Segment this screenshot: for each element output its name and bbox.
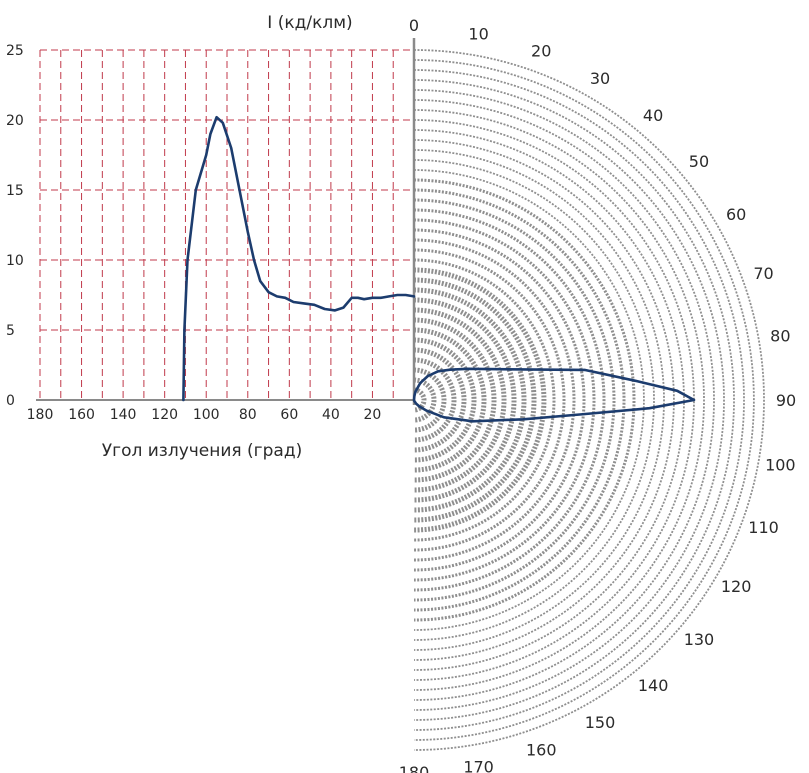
polar-ring [413, 267, 547, 533]
polar-ring [413, 59, 755, 741]
polar-ring [413, 109, 705, 691]
polar-ring [413, 129, 685, 671]
polar-ring [413, 317, 497, 483]
polar-ring [413, 367, 447, 433]
polar-ring [413, 89, 725, 711]
y-tick-label: 15 [6, 183, 24, 199]
polar-ring [413, 307, 507, 493]
x-tick-label: 160 [68, 407, 95, 423]
x-axis-title: Угол излучения (град) [102, 441, 302, 461]
polar-ring [413, 327, 487, 473]
polar-angle-label: 160 [526, 741, 557, 760]
polar-angle-label: 80 [770, 326, 790, 345]
x-tick-label: 100 [193, 407, 220, 423]
x-tick-label: 80 [239, 407, 257, 423]
y-tick-label: 25 [6, 43, 24, 59]
x-tick-label: 180 [27, 407, 54, 423]
y-axis-title: I (кд/клм) [267, 13, 352, 33]
polar-ring [413, 119, 695, 681]
polar-angle-label: 30 [590, 69, 610, 88]
polar-ring [413, 149, 665, 651]
polar-ring [413, 99, 715, 701]
polar-ring [413, 169, 645, 631]
polar-ring [413, 238, 576, 562]
polar-intensity-curve [412, 367, 696, 423]
polar-ring [413, 69, 745, 731]
polar-angle-label: 60 [726, 205, 746, 224]
polar-rings [413, 49, 765, 751]
polar-angle-label: 150 [585, 713, 616, 732]
polar-angle-label: 180 [399, 763, 430, 773]
polar-ring [413, 277, 537, 523]
x-tick-label: 20 [364, 407, 382, 423]
polar-ring [413, 178, 636, 622]
y-tick-label: 5 [6, 323, 15, 339]
polar-angle-label: 130 [684, 630, 715, 649]
polar-ring [413, 347, 467, 453]
y-tick-label: 0 [6, 393, 15, 409]
polar-ring [413, 159, 655, 641]
polar-angle-label: 120 [721, 577, 752, 596]
intensity-curve-line [182, 115, 416, 402]
polar-ring [413, 49, 765, 751]
polar-angle-label: 0 [409, 16, 419, 35]
polar-angle-label: 50 [689, 152, 709, 171]
polar-ring [413, 228, 586, 572]
polar-angle-label: 10 [468, 25, 488, 44]
grid [39, 49, 414, 400]
axes [36, 38, 416, 405]
y-tick-label: 10 [6, 253, 24, 269]
polar-angle-label: 100 [765, 456, 796, 475]
polar-angle-label: 90 [776, 391, 796, 410]
x-tick-label: 120 [151, 407, 178, 423]
x-tick-label: 40 [322, 407, 340, 423]
polar-ring [413, 258, 556, 542]
polar-ring [413, 387, 427, 413]
polar-angle-label: 170 [463, 757, 494, 773]
polar-ring [413, 297, 517, 503]
polar-ring [413, 248, 566, 552]
polar-ring [413, 287, 527, 513]
polar-angle-label: 110 [748, 518, 779, 537]
polar-angle-label: 20 [531, 41, 551, 60]
polar-angle-label: 140 [638, 676, 669, 695]
x-tick-label: 140 [110, 407, 137, 423]
tick-labels: 180 160 140 120 100 80 60 40 20 0 5 10 15 20 25 0 10 20 30… [6, 16, 796, 773]
polar-ring [413, 208, 606, 592]
polar-angle-label: 40 [643, 106, 663, 125]
polar-ring [413, 79, 735, 721]
polar-ring [413, 188, 626, 612]
polar-angle-label: 70 [753, 264, 773, 283]
y-tick-label: 20 [6, 113, 24, 129]
polar-ring [413, 139, 675, 661]
series-lines [182, 115, 696, 423]
x-tick-label: 60 [280, 407, 298, 423]
